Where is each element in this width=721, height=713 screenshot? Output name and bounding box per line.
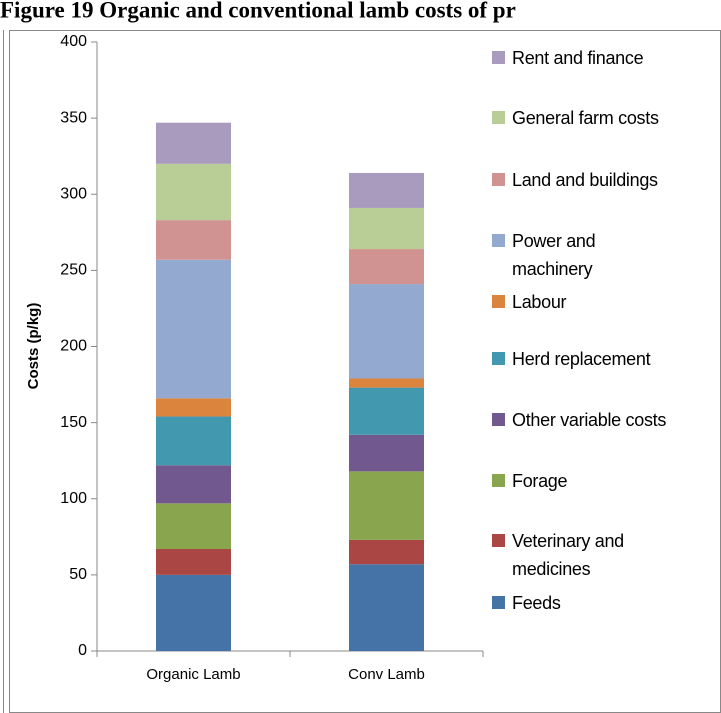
bar-segment bbox=[349, 249, 424, 285]
y-tick-label: 150 bbox=[60, 414, 87, 431]
bar-segment bbox=[349, 172, 424, 208]
legend-swatch bbox=[492, 295, 505, 308]
bar-segment bbox=[156, 163, 231, 221]
legend-label: Feeds bbox=[512, 593, 561, 613]
bar-segment bbox=[349, 564, 424, 651]
bar-segment bbox=[349, 284, 424, 379]
y-tick-label: 250 bbox=[60, 262, 87, 279]
legend-label: General farm costs bbox=[512, 108, 659, 128]
legend-swatch bbox=[492, 111, 505, 124]
bar-segment bbox=[156, 548, 231, 575]
bar-segment bbox=[349, 434, 424, 472]
y-tick-label: 200 bbox=[60, 338, 87, 355]
legend-label: Veterinary and medicines bbox=[512, 531, 624, 579]
y-tick-label: 400 bbox=[60, 33, 87, 50]
legend-label: Labour bbox=[512, 292, 567, 312]
bar-segment bbox=[156, 122, 231, 164]
bar-segment bbox=[349, 378, 424, 388]
bar-segment bbox=[156, 574, 231, 651]
bar-segment bbox=[156, 398, 231, 417]
legend-label: Rent and finance bbox=[512, 48, 644, 68]
bar-segment bbox=[156, 259, 231, 399]
bar-segment bbox=[156, 416, 231, 466]
legend-swatch bbox=[492, 234, 505, 247]
legend-swatch bbox=[492, 596, 505, 609]
x-tick-label: Conv Lamb bbox=[348, 666, 425, 683]
legend-label: Power and machinery bbox=[512, 231, 596, 279]
chart-title: Figure 19 Organic and conventional lamb … bbox=[0, 0, 516, 22]
y-axis-label: Costs (p/kg) bbox=[25, 303, 42, 390]
bar-segment bbox=[349, 387, 424, 435]
y-tick-label: 0 bbox=[78, 642, 87, 659]
legend-swatch bbox=[492, 413, 505, 426]
x-tick-label: Organic Lamb bbox=[146, 666, 240, 683]
y-tick-label: 350 bbox=[60, 109, 87, 126]
y-tick-label: 300 bbox=[60, 185, 87, 202]
legend-swatch bbox=[492, 352, 505, 365]
legend-swatch bbox=[492, 173, 505, 186]
legend-swatch bbox=[492, 534, 505, 547]
bar-segment bbox=[156, 220, 231, 260]
bar-segment bbox=[156, 503, 231, 549]
bar-segment bbox=[349, 207, 424, 250]
legend-label: Other variable costs bbox=[512, 410, 667, 430]
legend-swatch bbox=[492, 474, 505, 487]
legend-label: Forage bbox=[512, 471, 568, 491]
y-tick-label: 50 bbox=[69, 566, 87, 583]
bar-segment bbox=[156, 465, 231, 504]
legend-label: Land and buildings bbox=[512, 170, 658, 190]
legend-label: Herd replacement bbox=[512, 349, 651, 369]
y-tick-label: 100 bbox=[60, 490, 87, 507]
bar-segment bbox=[349, 471, 424, 540]
bar-segment bbox=[349, 539, 424, 565]
legend-swatch bbox=[492, 51, 505, 64]
